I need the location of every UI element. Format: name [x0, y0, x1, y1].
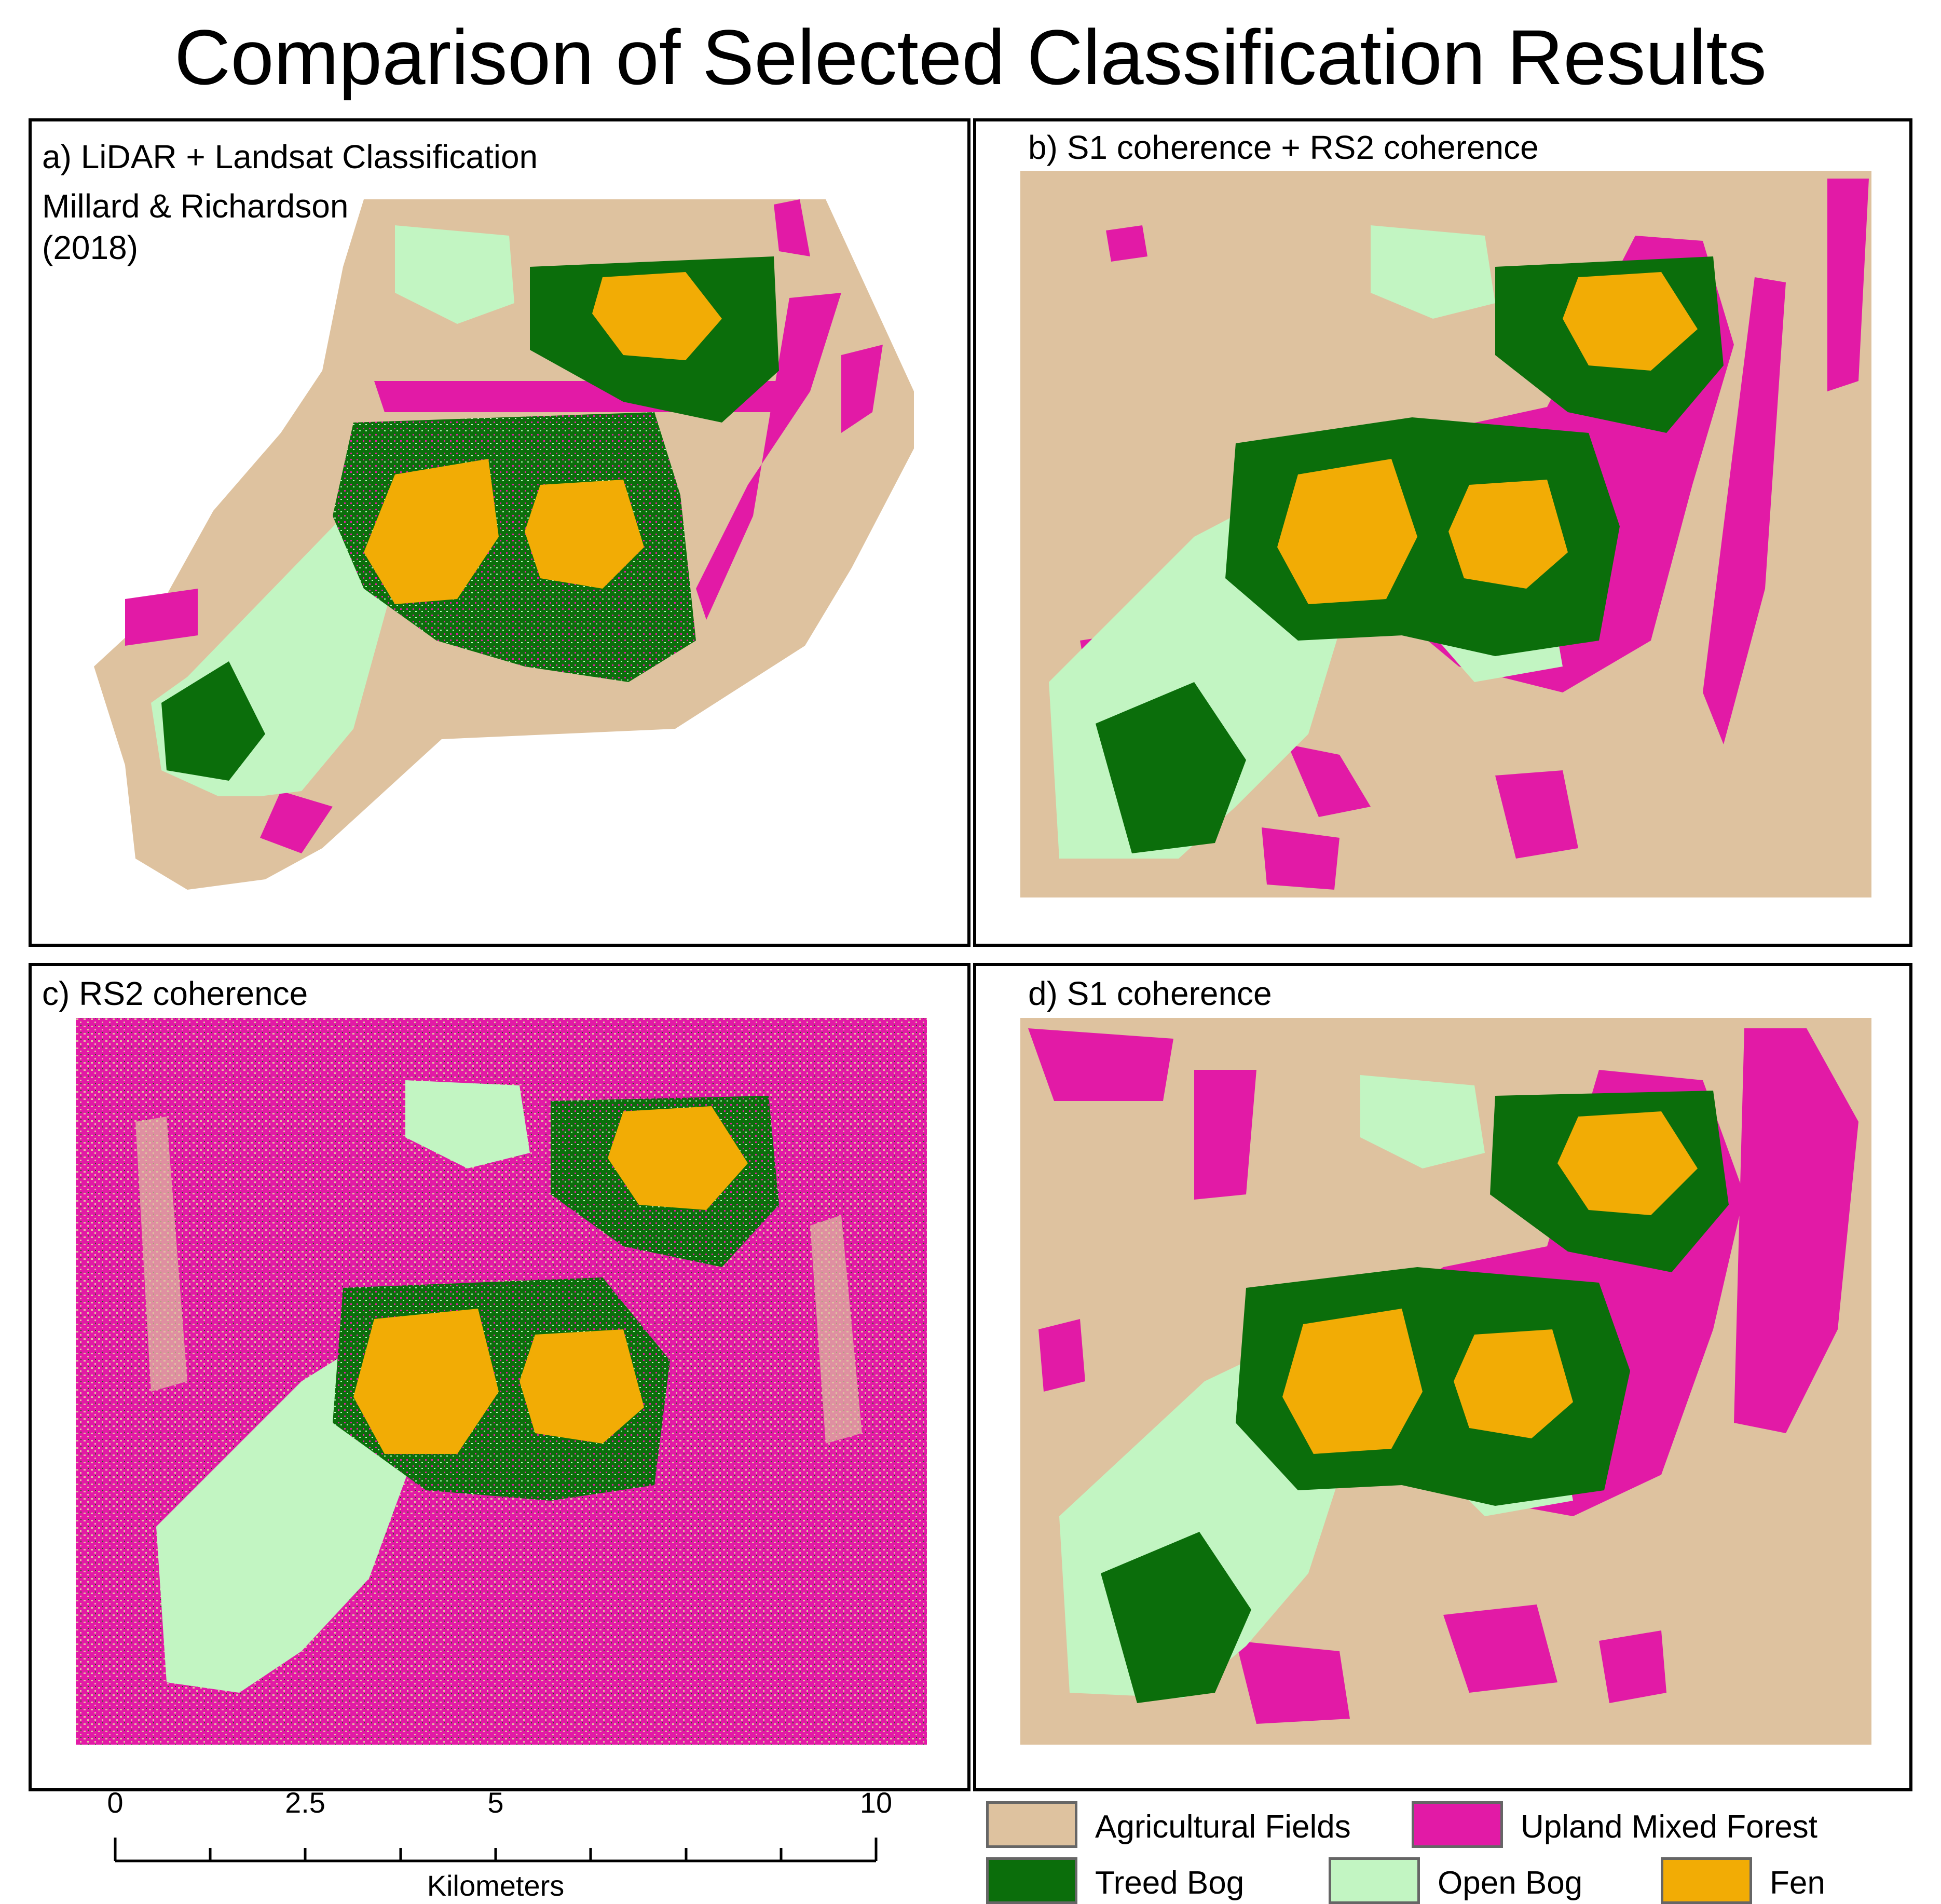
open-bog-area: [395, 225, 514, 324]
scale-tick-label-5: 5: [487, 1786, 504, 1819]
swatch-treed-bog: [986, 1857, 1077, 1904]
map-d: [1020, 1018, 1871, 1745]
panel-a-label-line2: Millard & Richardson: [42, 187, 349, 225]
legend-label: Agricultural Fields: [1095, 1809, 1351, 1845]
legend-label: Fen: [1770, 1865, 1825, 1901]
figure-title: Comparison of Selected Classification Re…: [174, 13, 1767, 101]
fen-area: [1557, 1111, 1698, 1215]
panel-b: b) S1 coherence + RS2 coherence: [973, 118, 1912, 947]
panel-c-label: c) RS2 coherence: [42, 975, 308, 1012]
panel-b-label: b) S1 coherence + RS2 coherence: [1028, 129, 1539, 166]
swatch-fen: [1661, 1857, 1752, 1904]
swatch-agricultural-fields: [986, 1801, 1077, 1848]
scale-tick-label-0: 0: [107, 1786, 124, 1819]
scale-bar: 0 2.5 5 10 Kilometers: [78, 1786, 908, 1902]
legend-label: Upland Mixed Forest: [1521, 1809, 1818, 1845]
panel-a-label-line1: a) LiDAR + Landsat Classification: [42, 138, 538, 175]
upland-forest-area: [696, 293, 841, 620]
fen-area: [1563, 272, 1698, 371]
panel-c: c) RS2 coherence: [29, 963, 971, 1791]
panel-d-label: d) S1 coherence: [1028, 975, 1272, 1012]
open-bog-area: [1371, 225, 1495, 319]
scale-unit: Kilometers: [427, 1869, 565, 1902]
legend-label: Treed Bog: [1095, 1865, 1245, 1901]
scale-bar-line: [114, 1838, 878, 1862]
swatch-open-bog: [1329, 1857, 1420, 1904]
panel-d: d) S1 coherence: [973, 963, 1912, 1791]
scale-tick-label-10: 10: [859, 1786, 893, 1819]
panel-a: a) LiDAR + Landsat Classification Millar…: [29, 118, 971, 947]
fen-area: [592, 272, 722, 360]
map-b: [1020, 171, 1871, 897]
legend: Agricultural Fields Upland Mixed Forest …: [986, 1801, 1920, 1904]
scale-tick-label-2-5: 2.5: [285, 1786, 325, 1819]
fen-area: [608, 1106, 748, 1210]
panel-a-label-line3: (2018): [42, 229, 138, 266]
swatch-upland-mixed-forest: [1412, 1801, 1503, 1848]
map-c: [76, 1018, 927, 1745]
map-a: [94, 199, 914, 890]
legend-label: Open Bog: [1438, 1865, 1583, 1901]
open-bog-area: [1360, 1075, 1485, 1168]
open-bog-area: [405, 1080, 530, 1168]
